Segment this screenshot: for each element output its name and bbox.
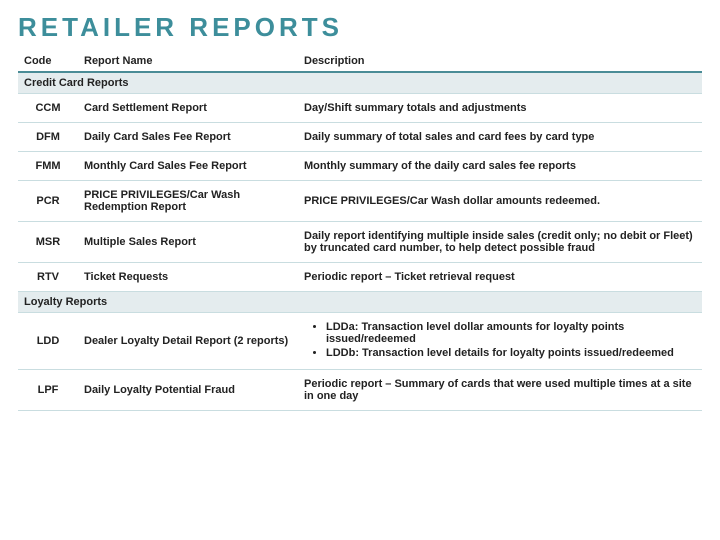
table-header-row: Code Report Name Description <box>18 51 702 72</box>
cell-code: LPF <box>18 370 78 411</box>
desc-bullet: LDDa: Transaction level dollar amounts f… <box>326 321 696 345</box>
section-header: Credit Card Reports <box>18 72 702 94</box>
cell-name: Daily Loyalty Potential Fraud <box>78 370 298 411</box>
cell-code: DFM <box>18 123 78 152</box>
section-label: Loyalty Reports <box>18 292 702 313</box>
cell-name: PRICE PRIVILEGES/Car Wash Redemption Rep… <box>78 181 298 222</box>
cell-name: Multiple Sales Report <box>78 222 298 263</box>
cell-desc: LDDa: Transaction level dollar amounts f… <box>298 313 702 370</box>
cell-desc: Daily report identifying multiple inside… <box>298 222 702 263</box>
desc-bullets: LDDa: Transaction level dollar amounts f… <box>304 321 696 359</box>
cell-desc: Day/Shift summary totals and adjustments <box>298 94 702 123</box>
cell-name: Monthly Card Sales Fee Report <box>78 152 298 181</box>
cell-name: Ticket Requests <box>78 263 298 292</box>
cell-name: Card Settlement Report <box>78 94 298 123</box>
cell-code: MSR <box>18 222 78 263</box>
cell-code: FMM <box>18 152 78 181</box>
section-header: Loyalty Reports <box>18 292 702 313</box>
col-desc: Description <box>298 51 702 72</box>
table-row: MSRMultiple Sales ReportDaily report ide… <box>18 222 702 263</box>
table-row: LDDDealer Loyalty Detail Report (2 repor… <box>18 313 702 370</box>
cell-desc: Periodic report – Ticket retrieval reque… <box>298 263 702 292</box>
table-row: PCRPRICE PRIVILEGES/Car Wash Redemption … <box>18 181 702 222</box>
cell-name: Daily Card Sales Fee Report <box>78 123 298 152</box>
cell-desc: Daily summary of total sales and card fe… <box>298 123 702 152</box>
table-row: FMMMonthly Card Sales Fee ReportMonthly … <box>18 152 702 181</box>
cell-desc: Periodic report – Summary of cards that … <box>298 370 702 411</box>
cell-name: Dealer Loyalty Detail Report (2 reports) <box>78 313 298 370</box>
cell-desc: PRICE PRIVILEGES/Car Wash dollar amounts… <box>298 181 702 222</box>
section-label: Credit Card Reports <box>18 72 702 94</box>
col-code: Code <box>18 51 78 72</box>
cell-desc: Monthly summary of the daily card sales … <box>298 152 702 181</box>
reports-table: Code Report Name Description Credit Card… <box>18 51 702 411</box>
col-name: Report Name <box>78 51 298 72</box>
cell-code: RTV <box>18 263 78 292</box>
page-title: RETAILER REPORTS <box>18 12 702 43</box>
table-row: LPFDaily Loyalty Potential FraudPeriodic… <box>18 370 702 411</box>
desc-bullet: LDDb: Transaction level details for loya… <box>326 347 696 359</box>
table-row: RTVTicket RequestsPeriodic report – Tick… <box>18 263 702 292</box>
table-row: CCMCard Settlement ReportDay/Shift summa… <box>18 94 702 123</box>
cell-code: CCM <box>18 94 78 123</box>
cell-code: PCR <box>18 181 78 222</box>
cell-code: LDD <box>18 313 78 370</box>
table-row: DFMDaily Card Sales Fee ReportDaily summ… <box>18 123 702 152</box>
